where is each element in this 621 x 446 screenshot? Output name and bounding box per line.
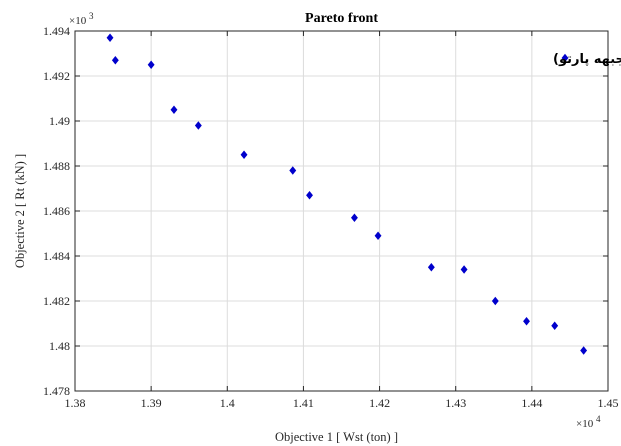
legend-marker-diamond (561, 53, 569, 63)
y-axis-label: Objective 2 [ Rt (kN) ] (13, 154, 27, 268)
data-point (306, 190, 313, 200)
x-tick-label: 1.4 (220, 396, 235, 410)
data-point (194, 121, 202, 130)
legend-label: جوابهای بهینه (جبهه پارتو) (553, 52, 621, 67)
y-axis-multiplier: ×10 3 (69, 11, 94, 27)
data-point (374, 231, 382, 241)
data-point (491, 296, 499, 306)
data-points (106, 33, 588, 355)
data-point (460, 265, 468, 274)
y-tick-label: 1.492 (43, 69, 70, 83)
data-point (170, 105, 178, 115)
y-tick-label: 1.494 (43, 24, 70, 38)
x-tick-label: 1.39 (141, 396, 162, 410)
y-multiplier-base: ×10 (69, 15, 87, 27)
data-point (427, 262, 435, 272)
x-tick-label: 1.42 (369, 396, 390, 410)
y-tick-label: 1.48 (49, 339, 70, 353)
chart-title: Pareto front (305, 11, 378, 26)
y-tick-label: 1.478 (43, 384, 70, 398)
x-multiplier-exponent: 4 (596, 414, 601, 424)
data-point (523, 316, 530, 326)
y-tick-label: 1.49 (49, 114, 70, 128)
data-point (351, 213, 358, 223)
data-point (106, 33, 114, 43)
y-tick-label: 1.484 (43, 249, 70, 263)
ticks: 1.38 1.39 1.4 1.41 1.42 1.43 1.44 1.45 1.478 1.48… (43, 24, 619, 410)
data-point (240, 150, 248, 160)
data-point (147, 60, 155, 70)
x-tick-label: 1.41 (293, 396, 314, 410)
data-point (580, 346, 588, 355)
x-tick-label: 1.43 (445, 396, 466, 410)
y-tick-label: 1.486 (43, 204, 70, 218)
data-point (111, 55, 119, 65)
x-axis-label: Objective 1 [ Wst (ton) ] (275, 430, 398, 444)
y-tick-label: 1.482 (43, 294, 70, 308)
x-axis-multiplier: ×10 4 (576, 414, 601, 430)
data-point (289, 166, 297, 175)
x-multiplier-base: ×10 (576, 418, 594, 430)
legend: جوابهای بهینه (جبهه پارتو) (553, 52, 621, 67)
data-point (551, 321, 559, 331)
x-tick-label: 1.44 (521, 396, 542, 410)
x-tick-label: 1.45 (598, 396, 619, 410)
y-multiplier-exponent: 3 (89, 11, 94, 21)
x-tick-label: 1.38 (65, 396, 86, 410)
y-tick-label: 1.488 (43, 159, 70, 173)
